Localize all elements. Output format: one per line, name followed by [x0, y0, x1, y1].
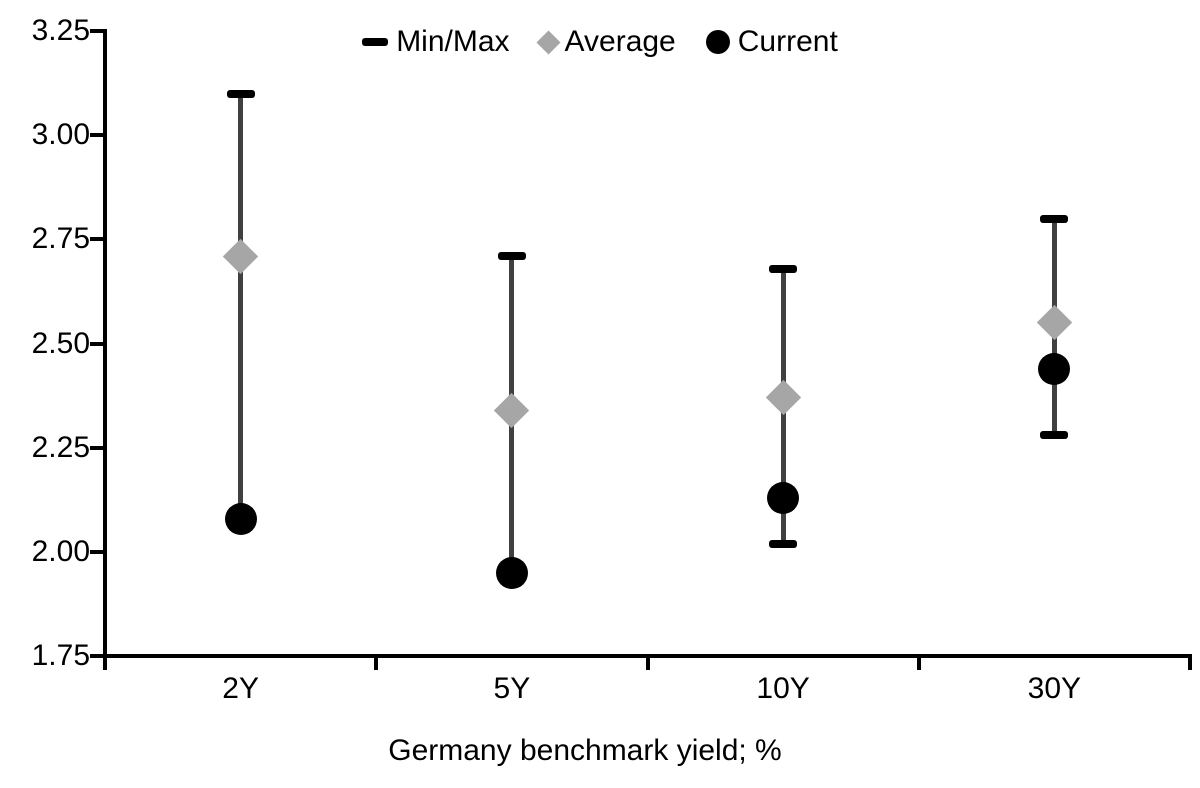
- max-cap: [1040, 214, 1069, 223]
- y-tick-label: 3.25: [31, 14, 90, 47]
- y-axis-line: [103, 29, 107, 660]
- x-tick-label: 2Y: [222, 672, 259, 705]
- legend-item-minmax: Min/Max: [362, 25, 510, 59]
- error-bar-line: [238, 93, 244, 519]
- x-axis-title: Germany benchmark yield; %: [388, 734, 782, 767]
- y-tick-label: 2.00: [31, 534, 90, 568]
- y-tick-label: 3.00: [31, 118, 90, 152]
- legend-item-average: Average: [536, 25, 676, 59]
- x-tick-label: 30Y: [1027, 672, 1082, 705]
- average-marker: [494, 392, 530, 428]
- average-marker: [765, 379, 801, 416]
- max-cap: [769, 264, 798, 273]
- dash-icon: [362, 38, 389, 46]
- circle-icon: [705, 30, 730, 54]
- y-tick: [90, 549, 103, 554]
- legend: Min/Max Average Current: [0, 22, 1200, 62]
- y-tick-label: 1.75: [31, 639, 90, 672]
- y-tick-label: 2.50: [31, 326, 90, 360]
- legend-item-current: Current: [705, 25, 838, 59]
- min-cap: [769, 539, 798, 548]
- y-tick-label: 2.25: [31, 430, 90, 464]
- x-tick: [103, 654, 107, 670]
- y-tick: [90, 29, 103, 33]
- y-tick: [90, 445, 103, 450]
- current-marker: [495, 556, 528, 589]
- average-marker: [1036, 304, 1073, 341]
- legend-label-average: Average: [564, 25, 676, 58]
- max-cap: [497, 252, 526, 260]
- x-tick: [916, 654, 921, 670]
- average-marker: [222, 238, 259, 274]
- y-tick: [90, 133, 103, 138]
- y-tick: [90, 341, 103, 346]
- x-tick-label: 10Y: [756, 672, 810, 705]
- y-tick: [90, 237, 103, 242]
- legend-label-minmax: Min/Max: [396, 25, 510, 58]
- current-marker: [767, 481, 800, 514]
- x-tick: [374, 654, 379, 670]
- current-marker: [224, 502, 257, 535]
- x-tick: [1188, 654, 1192, 670]
- min-cap: [1040, 431, 1069, 440]
- y-tick-label: 2.75: [31, 222, 90, 256]
- x-tick-label: 5Y: [493, 672, 531, 705]
- legend-label-current: Current: [737, 25, 838, 58]
- current-marker: [1038, 352, 1071, 385]
- x-tick: [645, 654, 650, 670]
- max-cap: [226, 89, 255, 98]
- y-tick: [90, 654, 103, 658]
